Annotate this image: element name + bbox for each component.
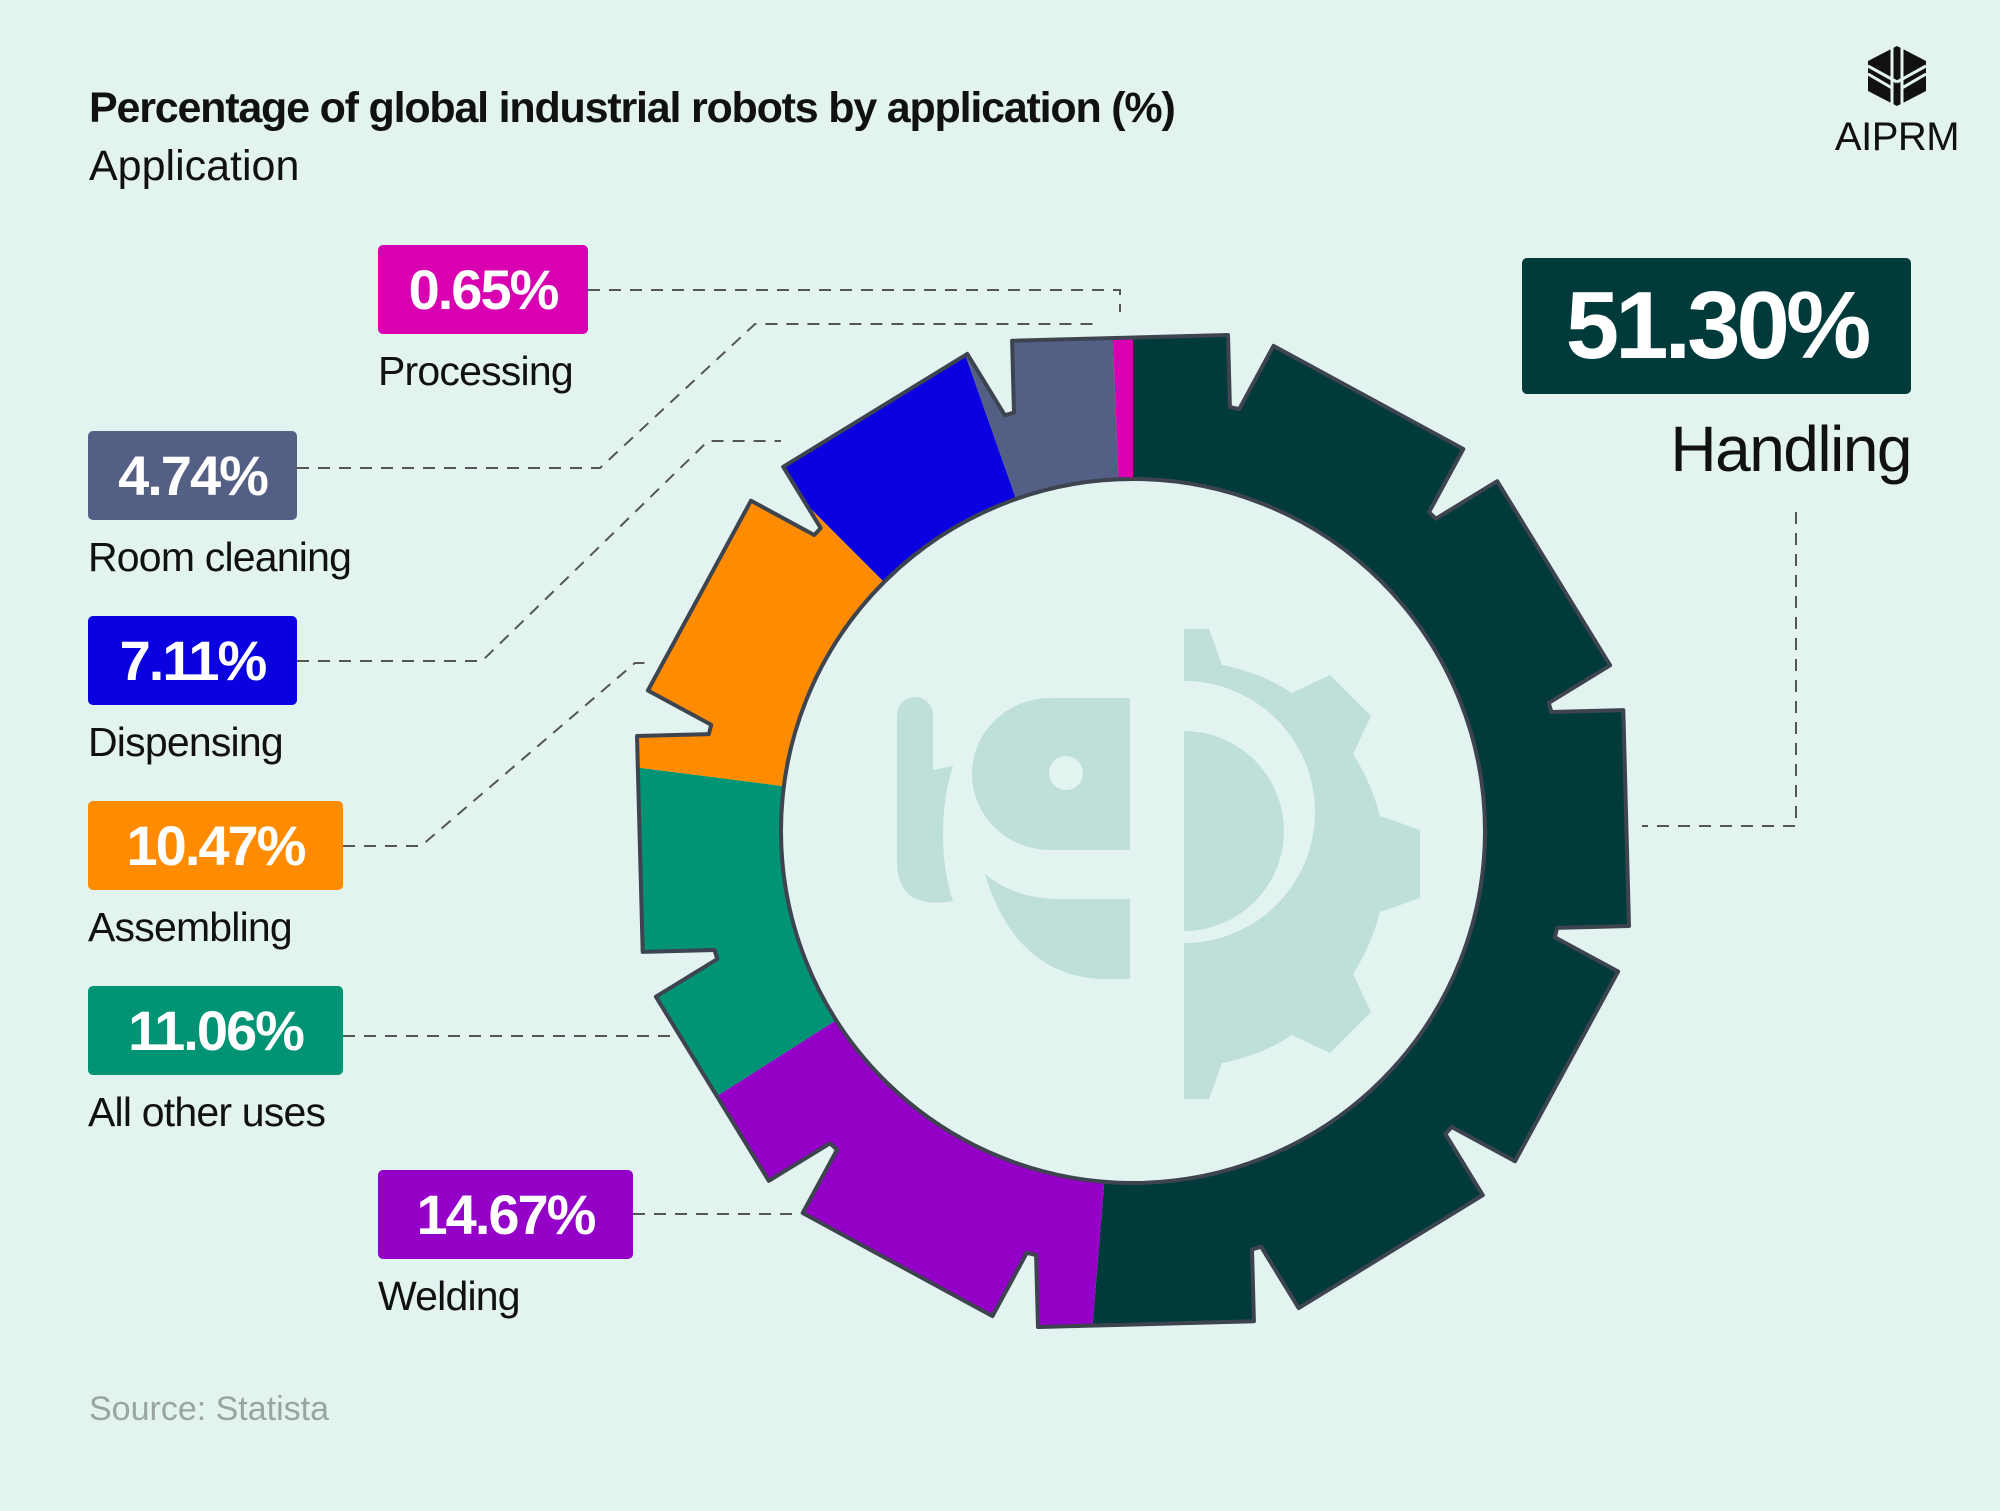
gear-outline <box>635 333 1631 1329</box>
value-box-all-other-uses: 11.06% <box>88 986 343 1075</box>
label-all-other-uses: All other uses <box>88 1089 326 1135</box>
source-note: Source: Statista <box>89 1390 330 1428</box>
label-processing: Processing <box>378 348 574 394</box>
value-box-handling: 51.30% <box>1522 258 1911 394</box>
label-dispensing: Dispensing <box>88 719 284 765</box>
value-box-processing: 0.65% <box>378 245 588 334</box>
leader-line-assembling <box>343 662 650 847</box>
leader-line-handling <box>1642 512 1797 827</box>
label-assembling: Assembling <box>88 904 293 950</box>
logo-text: AIPRM <box>1834 115 1960 159</box>
chart-subtitle: Application <box>89 142 300 190</box>
value-box-room-cleaning: 4.74% <box>88 431 297 520</box>
slice-processing <box>1110 335 1133 482</box>
hexagon-logo-icon <box>1867 46 1927 106</box>
label-handling: Handling <box>1670 413 1912 485</box>
slice-dispensing <box>737 335 1017 584</box>
chart-title: Percentage of global industrial robots b… <box>89 84 1176 132</box>
slice-room-cleaning <box>946 335 1119 501</box>
value-box-welding: 14.67% <box>378 1170 633 1259</box>
leader-line-processing <box>588 289 1121 312</box>
slice-welding <box>660 1019 1105 1327</box>
value-box-dispensing: 7.11% <box>88 616 297 705</box>
leader-line-dispensing <box>297 440 781 662</box>
leader-line-room-cleaning <box>297 323 1100 469</box>
value-box-assembling: 10.47% <box>88 801 343 890</box>
aiprm-logo: AIPRM <box>1832 44 1962 160</box>
label-welding: Welding <box>378 1273 521 1319</box>
robot-gear-icon <box>897 629 1420 1099</box>
label-room-cleaning: Room cleaning <box>88 534 352 580</box>
